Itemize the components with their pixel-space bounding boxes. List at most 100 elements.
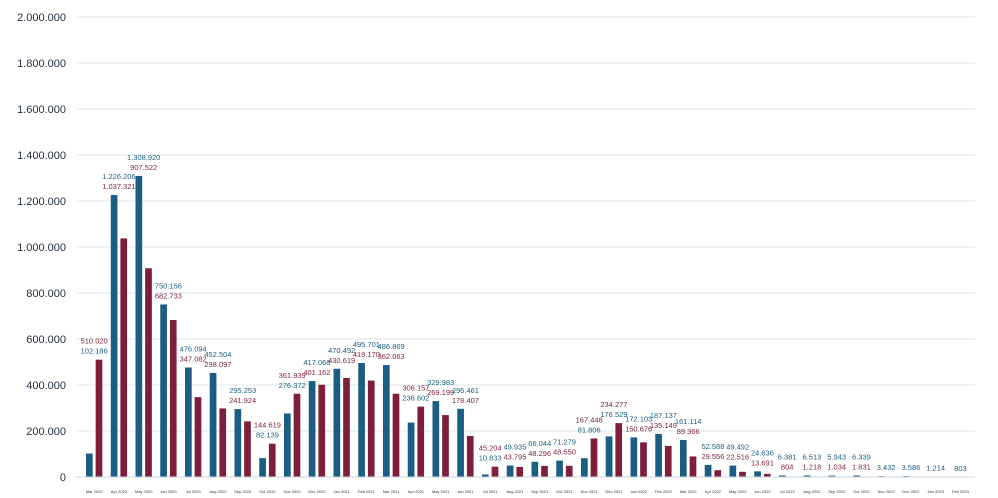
x-tick-label: Jul 2021 <box>483 489 499 494</box>
data-label-series-2: 269.199 <box>427 388 454 397</box>
data-label-series-1: 176.529 <box>600 410 627 419</box>
data-label-series-2: 45.204 <box>479 444 502 453</box>
x-tick-label: Apr 2020 <box>111 489 128 494</box>
data-label-series-1: 102.186 <box>81 347 108 356</box>
bar-series-1 <box>605 436 613 477</box>
data-label-series-2: 89.366 <box>677 427 700 436</box>
x-tick-label: Nov 2022 <box>878 489 896 494</box>
data-label-series-1: 3.432 <box>877 463 896 472</box>
bar-series-2 <box>541 465 548 477</box>
y-tick-label: 0 <box>60 472 66 484</box>
bar-series-1 <box>704 464 712 477</box>
data-label-series-2: 167.448 <box>576 415 603 424</box>
data-label-series-2: 347.082 <box>180 354 207 363</box>
bar-series-1 <box>630 437 638 477</box>
bar-series-1 <box>284 413 291 477</box>
data-label-series-1: 236.602 <box>402 394 429 403</box>
data-label-series-2: 430.619 <box>328 356 355 365</box>
data-label-series-1: 803 <box>954 464 967 473</box>
x-tick-label: May 2022 <box>729 489 747 494</box>
y-tick-label: 1.400.000 <box>17 150 66 162</box>
bar-series-2 <box>664 445 672 477</box>
y-tick-label: 1.000.000 <box>17 242 66 254</box>
data-label-series-1: 187.137 <box>650 411 677 420</box>
data-label-series-1: 276.372 <box>279 381 306 390</box>
x-tick-label: Feb 2022 <box>655 489 673 494</box>
bar-series-1 <box>358 362 365 477</box>
x-tick-label: Sep 2021 <box>531 489 549 494</box>
data-label-series-1: 6.513 <box>803 453 822 462</box>
data-label-series-2: 1.218 <box>803 463 822 472</box>
data-label-series-1: 6.381 <box>778 453 797 462</box>
bar-series-1 <box>482 474 489 477</box>
x-tick-label: Jun 2020 <box>160 489 177 494</box>
bar-series-2 <box>442 415 449 477</box>
data-label-series-2: 306.157 <box>402 384 429 393</box>
bar-series-1 <box>259 458 266 477</box>
data-label-series-2: 401.162 <box>303 368 330 377</box>
x-tick-label: Sep 2020 <box>234 489 252 494</box>
data-label-series-1: 470.492 <box>328 346 355 355</box>
data-label-series-1: 1.226.206 <box>102 172 135 181</box>
data-label-series-1: 24.636 <box>751 448 774 457</box>
x-tick-label: Jul 2022 <box>780 489 796 494</box>
bar-series-1 <box>333 368 341 477</box>
bar-series-1 <box>506 465 514 477</box>
bar-series-2 <box>367 380 375 477</box>
data-label-series-2: 48.550 <box>553 448 576 457</box>
y-tick-label: 200.000 <box>26 426 66 438</box>
bar-series-2 <box>565 465 573 477</box>
data-label-series-1: 486.869 <box>378 342 405 351</box>
bar-series-1 <box>407 422 415 477</box>
bar-series-1 <box>828 475 836 477</box>
data-label-series-2: 29.556 <box>701 452 724 461</box>
data-label-series-1: 49.935 <box>503 443 526 452</box>
data-label-series-1: 329.983 <box>427 378 454 387</box>
data-label-series-2: 150.676 <box>625 424 652 433</box>
bar-series-2 <box>169 319 177 477</box>
bar-series-2 <box>466 435 474 477</box>
data-label-series-1: 750.156 <box>155 281 182 290</box>
x-axis: Mar 2020 Apr 2020 May 2020 Jun 2020 Jul 2020… <box>76 476 975 494</box>
bar-series-2 <box>640 442 647 477</box>
data-label-series-1: 161.114 <box>675 417 702 426</box>
x-tick-label: Dec 2020 <box>308 489 326 494</box>
x-tick-label: Aug 2020 <box>209 489 227 494</box>
bar-series-2 <box>194 397 202 477</box>
bar-series-1 <box>86 453 93 477</box>
bar-series-2 <box>293 393 301 477</box>
x-tick-label: Oct 2020 <box>259 489 276 494</box>
y-tick-label: 800.000 <box>26 288 66 300</box>
y-tick-label: 600.000 <box>26 334 66 346</box>
x-tick-label: May 2020 <box>135 489 153 494</box>
bar-series-2 <box>268 443 276 477</box>
bar-series-2 <box>590 438 598 477</box>
y-tick-label: 1.800.000 <box>17 58 66 70</box>
data-label-series-2: 48.296 <box>528 449 551 458</box>
x-tick-label: Aug 2021 <box>506 489 524 494</box>
x-tick-label: Mar 2020 <box>86 489 104 494</box>
data-label-series-2: 43.795 <box>503 453 526 462</box>
data-label-series-2: 13.691 <box>751 458 774 467</box>
bar-series-2 <box>739 471 746 477</box>
bar-series-1 <box>160 304 167 477</box>
x-tick-label: Nov 2021 <box>581 489 599 494</box>
bar-series-2 <box>219 408 227 477</box>
bar-series-2 <box>516 466 524 477</box>
data-label-series-2: 241.924 <box>229 396 256 405</box>
y-tick-label: 400.000 <box>26 380 66 392</box>
data-label-series-2: 682.733 <box>155 291 182 300</box>
bar-series-2 <box>120 238 128 477</box>
bar-series-2 <box>392 393 400 477</box>
x-tick-label: Apr 2021 <box>408 489 425 494</box>
bar-series-2 <box>615 423 623 477</box>
data-label-series-2: 804 <box>781 463 794 472</box>
x-tick-label: Feb 2023 <box>952 489 970 494</box>
data-label-series-1: 5.943 <box>827 453 846 462</box>
bar-series-1 <box>185 367 192 477</box>
bar-series-2 <box>689 456 697 477</box>
bar-series-2 <box>244 421 251 477</box>
bar-series-1 <box>853 475 860 477</box>
data-label-series-2: 1.037.321 <box>102 182 135 191</box>
